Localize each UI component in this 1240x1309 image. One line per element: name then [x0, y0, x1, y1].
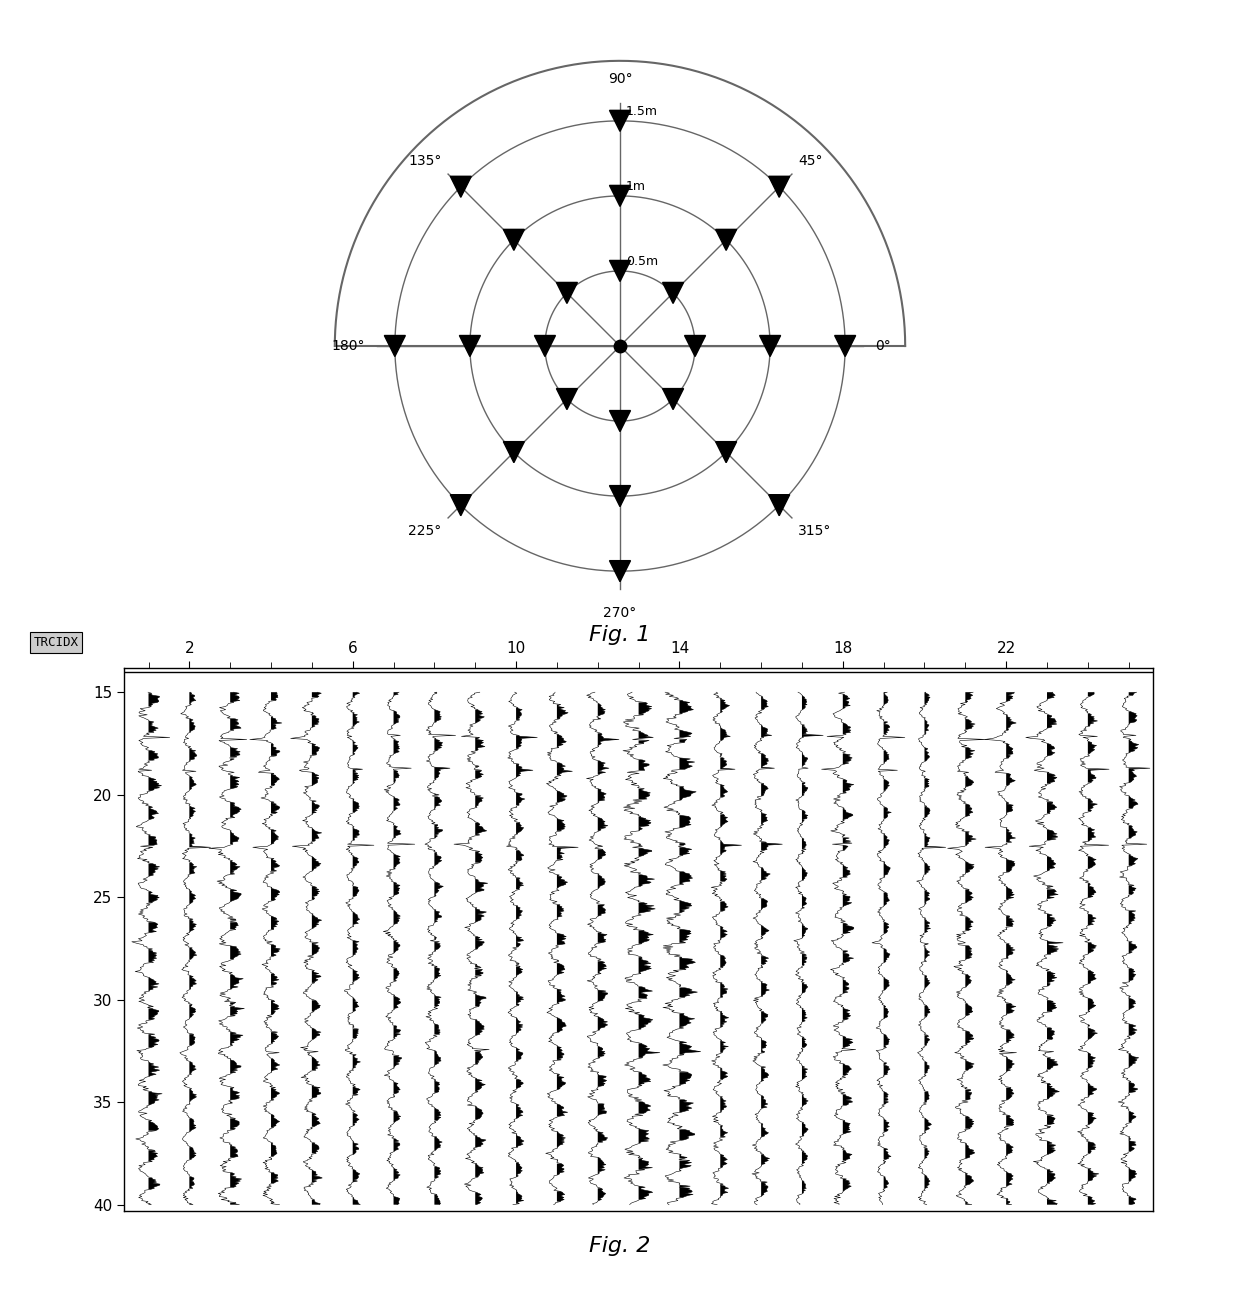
Text: 90°: 90°: [608, 72, 632, 86]
Polygon shape: [450, 177, 471, 198]
Text: 0°: 0°: [875, 339, 890, 353]
Polygon shape: [662, 389, 683, 410]
Polygon shape: [662, 283, 683, 304]
Polygon shape: [610, 411, 630, 432]
Polygon shape: [769, 177, 790, 198]
Text: 135°: 135°: [408, 153, 441, 168]
Text: Fig. 2: Fig. 2: [589, 1236, 651, 1257]
Text: 270°: 270°: [604, 606, 636, 619]
Text: 0.5m: 0.5m: [626, 255, 658, 268]
Polygon shape: [503, 441, 525, 462]
Polygon shape: [769, 495, 790, 516]
Polygon shape: [384, 335, 405, 356]
Polygon shape: [610, 110, 630, 131]
Text: 1m: 1m: [626, 179, 646, 192]
Polygon shape: [503, 229, 525, 250]
Text: 225°: 225°: [408, 525, 441, 538]
Polygon shape: [610, 186, 630, 207]
Polygon shape: [610, 560, 630, 581]
Text: 315°: 315°: [799, 525, 832, 538]
Polygon shape: [715, 229, 737, 250]
Text: 45°: 45°: [799, 153, 823, 168]
Polygon shape: [557, 389, 578, 410]
Text: TRCIDX: TRCIDX: [33, 636, 78, 649]
Polygon shape: [835, 335, 856, 356]
Polygon shape: [450, 495, 471, 516]
Polygon shape: [459, 335, 480, 356]
Polygon shape: [610, 260, 630, 281]
Polygon shape: [760, 335, 781, 356]
Polygon shape: [684, 335, 706, 356]
Polygon shape: [557, 283, 578, 304]
Text: Fig. 1: Fig. 1: [589, 624, 651, 645]
Polygon shape: [534, 335, 556, 356]
Text: 1.5m: 1.5m: [626, 105, 658, 118]
Polygon shape: [610, 486, 630, 507]
Polygon shape: [715, 441, 737, 462]
Text: 180°: 180°: [331, 339, 365, 353]
